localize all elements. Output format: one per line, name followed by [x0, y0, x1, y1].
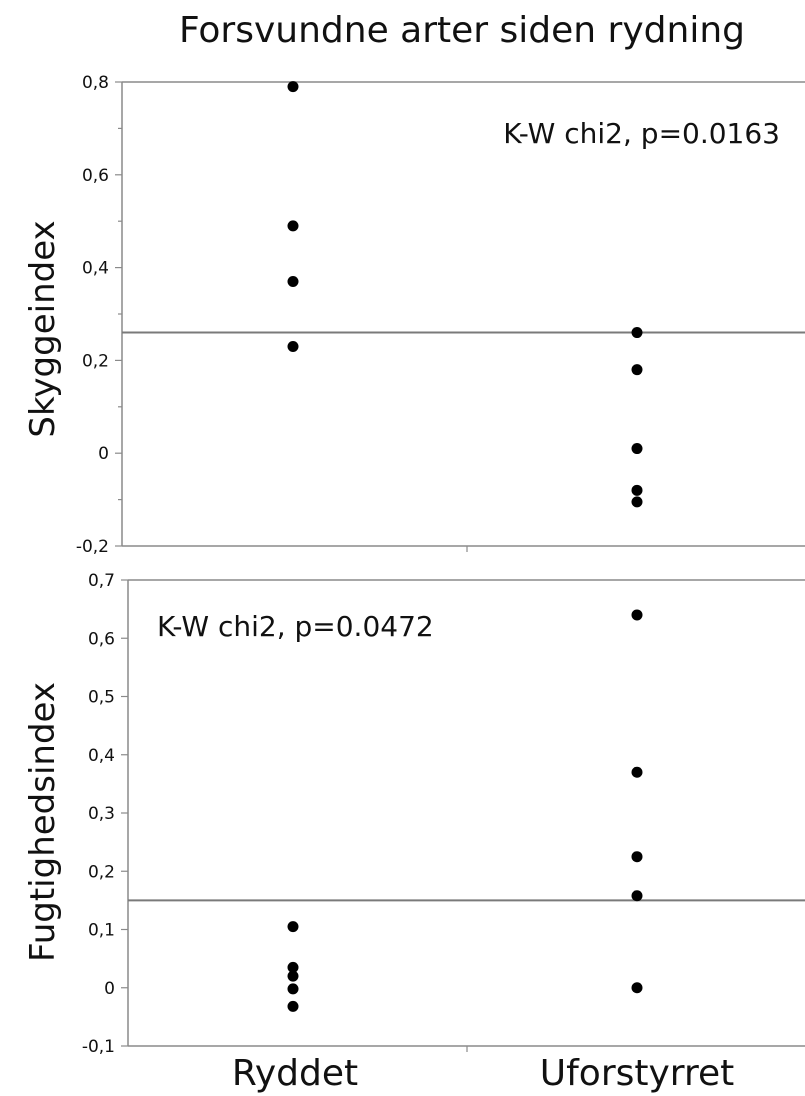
data-point [287, 961, 299, 973]
y-tick-label: 0,4 [88, 746, 115, 766]
data-point [287, 220, 299, 232]
data-point [631, 496, 643, 508]
y-tick-label: 0,3 [88, 804, 115, 824]
y-tick-label: 0,6 [88, 629, 115, 649]
chart-title: Forsvundne arter siden rydning [179, 10, 745, 51]
data-point [287, 1000, 299, 1012]
panel-fugtighedsindex: Fugtighedsindex K-W chi2, p=0.0472 -0,1 0… [23, 571, 805, 1057]
data-point [287, 970, 299, 982]
data-point [631, 443, 643, 455]
x-category-uforstyrret: Uforstyrret [540, 1053, 734, 1094]
y-tick-label: 0,2 [88, 862, 115, 882]
data-point [631, 982, 643, 994]
data-point [287, 340, 299, 352]
y-tick-label: 0,8 [82, 73, 109, 93]
data-point [631, 890, 643, 902]
data-point [631, 364, 643, 376]
data-point [631, 484, 643, 496]
data-point [287, 921, 299, 933]
y-tick-label: 0 [98, 444, 109, 464]
data-point [287, 81, 299, 93]
y-tick-label: -0,1 [82, 1037, 115, 1057]
data-point [631, 327, 643, 339]
data-point [631, 851, 643, 863]
x-category-ryddet: Ryddet [232, 1053, 358, 1094]
annotation-skyggeindex: K-W chi2, p=0.0163 [503, 117, 780, 150]
data-point [287, 983, 299, 995]
y-tick-label: -0,2 [76, 537, 109, 557]
y-tick-label: 0,5 [88, 688, 115, 708]
y-tick-label: 0 [104, 979, 115, 999]
y-axis-label-fugtighedsindex: Fugtighedsindex [23, 682, 63, 962]
y-tick-label: 0,4 [82, 259, 109, 279]
panel-skyggeindex: Skyggeindex K-W chi2, p=0.0163 -0,2 0 0,2 0… [23, 73, 805, 557]
y-axis-label-skyggeindex: Skyggeindex [23, 220, 63, 437]
y-tick-label: 0,6 [82, 166, 109, 186]
data-point [287, 276, 299, 288]
y-tick-label: 0,1 [88, 921, 115, 941]
y-tick-label: 0,7 [88, 571, 115, 591]
y-tick-label: 0,2 [82, 351, 109, 371]
annotation-fugtighedsindex: K-W chi2, p=0.0472 [157, 610, 434, 643]
data-point [631, 609, 643, 621]
data-point [631, 766, 643, 778]
